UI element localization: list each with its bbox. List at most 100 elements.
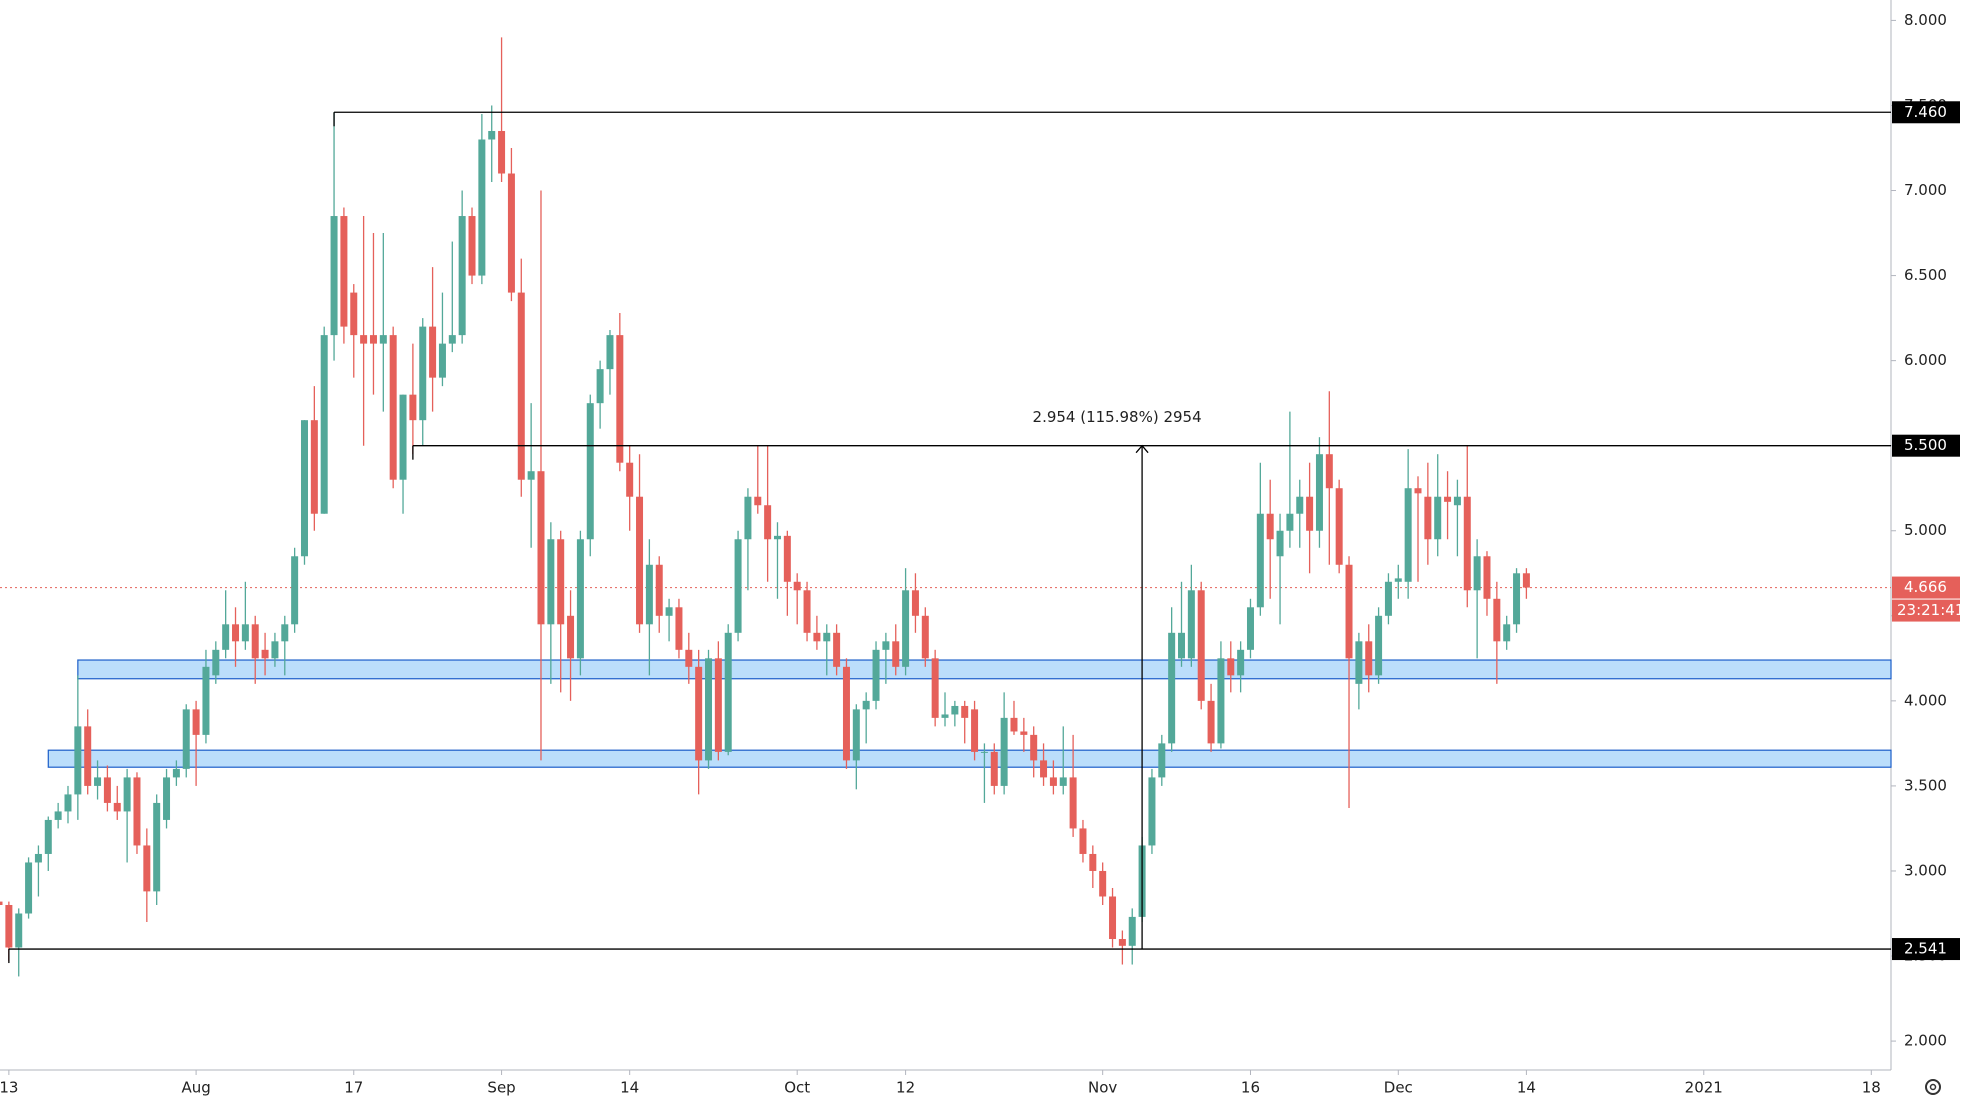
candle-body [84, 726, 92, 786]
candle-body [1483, 556, 1491, 599]
candle-body [892, 641, 900, 667]
candle-body [379, 335, 387, 344]
settings-icon[interactable] [1925, 1079, 1941, 1095]
candle-body [241, 624, 249, 642]
candle-body [320, 335, 328, 514]
candle-body [0, 901, 3, 905]
candle-body [1079, 828, 1087, 854]
y-tick-label: 6.000 [1904, 351, 1947, 369]
candle-body [990, 751, 998, 786]
level-price-label: 7.460 [1904, 103, 1947, 121]
candle-body [429, 326, 437, 378]
candle-body [675, 607, 683, 650]
candle-body [636, 496, 644, 625]
candle-body [54, 811, 62, 820]
support-zone [77, 659, 1892, 680]
candle-body [5, 904, 13, 948]
y-tick-label: 3.500 [1904, 776, 1947, 794]
support-zone [47, 749, 1892, 768]
level-price-box [1892, 938, 1960, 961]
candle-body [1256, 513, 1264, 608]
y-tick-label: 2.000 [1904, 1032, 1947, 1050]
candle-body [1345, 564, 1353, 659]
x-tick-label: 14 [1517, 1079, 1536, 1097]
candle-body [596, 369, 604, 404]
candle-body [1020, 731, 1028, 735]
candle-body [1394, 578, 1402, 582]
candle-body [1306, 496, 1314, 531]
candle-body [448, 335, 456, 344]
candle-body [1266, 513, 1274, 540]
candle-body [458, 216, 466, 336]
candle-body [1473, 556, 1481, 591]
level-price-box [1892, 434, 1960, 457]
candle-body [123, 777, 131, 812]
y-tick-label: 5.000 [1904, 521, 1947, 539]
candle-body [488, 130, 496, 140]
candle-body [1010, 717, 1018, 732]
candle-body [1414, 488, 1422, 494]
candle-body [1217, 658, 1225, 744]
candle-body [1463, 496, 1471, 591]
candle-body [1453, 496, 1461, 506]
candle-body [616, 335, 624, 463]
candle-body [1000, 717, 1008, 786]
candle-body [882, 641, 890, 650]
candle-body [94, 777, 102, 786]
candle-body [567, 615, 575, 659]
candle-body [1513, 573, 1521, 625]
candle-body [872, 649, 880, 701]
candle-body [1276, 530, 1284, 557]
candle-body [1365, 641, 1373, 676]
candle-body [1030, 734, 1038, 761]
candle-body [1040, 760, 1048, 778]
candle-body [1296, 496, 1304, 514]
level-price-box [1892, 101, 1960, 124]
gear[interactable] [1925, 1079, 1941, 1095]
x-tick-label: 17 [344, 1079, 363, 1097]
y-tick-label: 7.000 [1904, 181, 1947, 199]
candle-body [773, 535, 781, 540]
x-tick-label: Sep [487, 1079, 515, 1097]
candle-body [182, 709, 190, 769]
candle-body [419, 326, 427, 421]
candle-body [586, 403, 594, 540]
candle-body [537, 471, 545, 625]
candle-body [1109, 896, 1117, 940]
candle-body [971, 709, 979, 752]
level-price-label: 2.541 [1904, 940, 1947, 958]
candle-body [25, 862, 33, 914]
candle-body [557, 539, 565, 625]
candle-body [517, 292, 525, 480]
candle-body [951, 705, 959, 715]
gear-hub[interactable] [1929, 1083, 1937, 1091]
candle-body [931, 658, 939, 718]
candle-body [744, 496, 752, 540]
candle-body [350, 292, 358, 336]
candle-body [695, 666, 703, 761]
candle-body [705, 658, 713, 761]
candle-body [1286, 513, 1294, 531]
measure-arrowhead [1135, 444, 1149, 454]
countdown-box [1892, 599, 1960, 622]
candle-body [222, 624, 230, 650]
candle-body [842, 666, 850, 761]
candle-body [921, 615, 929, 659]
candle-body [281, 624, 289, 642]
candle-body [468, 216, 476, 276]
candle-body [1384, 581, 1392, 616]
candle-body [212, 649, 220, 676]
candle-body [389, 335, 397, 480]
candle-body [310, 420, 318, 514]
candle-body [34, 853, 42, 863]
candle-body [941, 714, 949, 718]
candle-body [300, 420, 308, 557]
candle-body [626, 462, 634, 497]
candle-body [1335, 488, 1343, 565]
candle-body [133, 777, 141, 846]
candle-body [655, 564, 663, 616]
candle-body [902, 590, 910, 667]
candle-body [1246, 607, 1254, 650]
candle-body [764, 505, 772, 540]
